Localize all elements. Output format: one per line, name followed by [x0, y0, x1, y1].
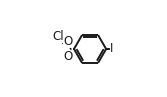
Text: S: S	[63, 42, 72, 55]
Text: O: O	[63, 35, 72, 48]
Text: O: O	[63, 50, 72, 63]
Text: I: I	[110, 42, 113, 55]
Text: Cl: Cl	[52, 30, 64, 43]
